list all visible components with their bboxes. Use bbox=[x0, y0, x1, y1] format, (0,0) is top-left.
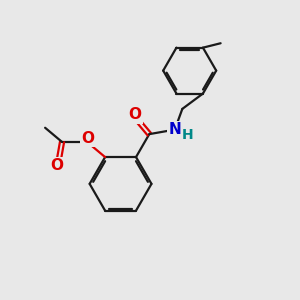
Text: O: O bbox=[129, 107, 142, 122]
Text: H: H bbox=[182, 128, 194, 142]
Text: O: O bbox=[81, 131, 94, 146]
Text: O: O bbox=[50, 158, 64, 173]
Text: N: N bbox=[168, 122, 181, 137]
